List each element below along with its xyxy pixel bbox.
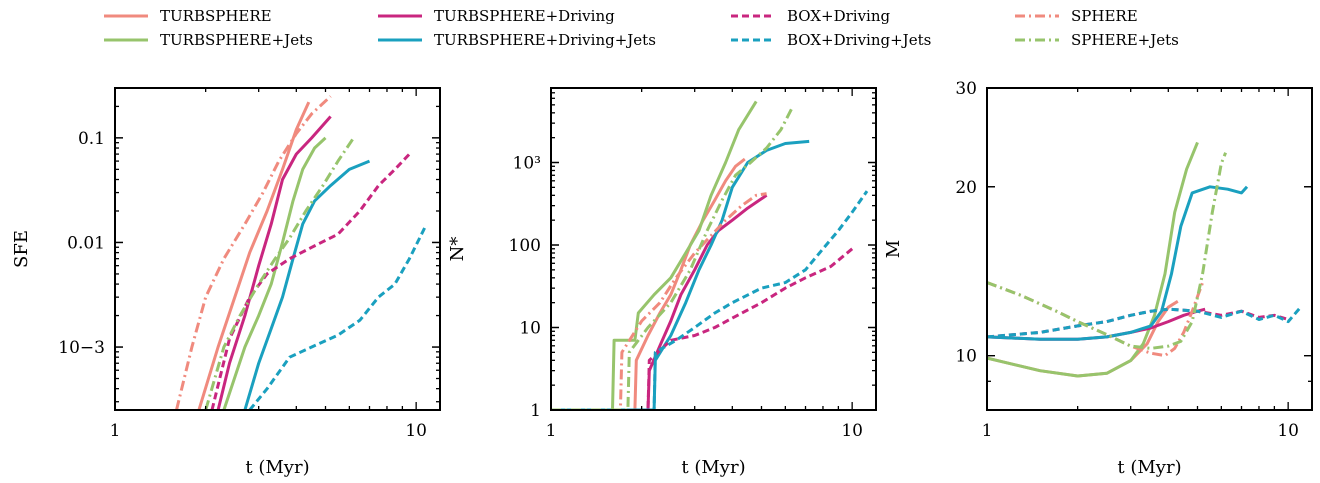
series-line-sphere-jets xyxy=(987,152,1227,350)
axes-frame xyxy=(986,87,1313,411)
series-line-turbsphere-driving xyxy=(987,307,1206,341)
x-tick-label: 1 xyxy=(546,421,557,441)
legend-label: TURBSPHERE+Jets xyxy=(160,31,313,49)
y-axis-label: M xyxy=(883,240,904,258)
y-tick-label: 10 xyxy=(519,319,541,339)
series-line-box-driving-jets xyxy=(248,226,427,410)
legend-label: SPHERE+Jets xyxy=(1071,31,1179,49)
legend: TURBSPHERE TURBSPHERE+Jets TURBSPHERE+Driv… xyxy=(104,7,1179,49)
series-line-sphere-jets xyxy=(204,137,355,410)
star-count-panel: 1 10 1 10 100 10³ t (Myr) N* xyxy=(447,87,877,478)
legend-label: SPHERE xyxy=(1071,7,1138,25)
legend-label: TURBSPHERE+Driving+Jets xyxy=(434,31,656,49)
legend-label: BOX+Driving xyxy=(787,7,891,25)
y-tick-label: 20 xyxy=(955,178,977,198)
y-tick-label: 0.01 xyxy=(67,233,105,253)
axes-frame xyxy=(550,87,877,411)
series-line-turbsphere-driving xyxy=(216,115,332,410)
series-line-turbsphere-driving-jets xyxy=(987,185,1249,341)
y-axis-label: SFE xyxy=(11,230,32,268)
x-tick-label: 1 xyxy=(982,421,993,441)
series-line-turbsphere-driving-jets xyxy=(551,139,810,410)
axes-frame xyxy=(114,87,441,411)
y-tick-label: 10 xyxy=(955,347,977,367)
series-line-box-driving xyxy=(551,247,854,410)
sfe-panel: 1 10 10−3 0.01 0.1 t (Myr) SFE xyxy=(11,87,441,478)
tick-marks xyxy=(986,87,1312,411)
plot-area xyxy=(987,141,1302,378)
y-tick-label: 30 xyxy=(955,79,977,99)
x-axis-label: t (Myr) xyxy=(1117,457,1181,478)
x-tick-label: 10 xyxy=(405,421,427,441)
series-line-turbsphere-jets xyxy=(551,100,758,410)
legend-label: TURBSPHERE xyxy=(160,7,272,25)
series-line-turbsphere-driving-jets xyxy=(243,159,371,410)
y-tick-label: 10−3 xyxy=(58,338,105,358)
mach-number-panel: 1 10 10 20 30 t (Myr) M xyxy=(883,79,1313,478)
y-tick-label: 0.1 xyxy=(78,129,105,149)
series-line-turbsphere-driving xyxy=(551,194,768,410)
series-line-turbsphere-jets xyxy=(987,141,1199,378)
series-line-box-driving-jets xyxy=(551,190,869,410)
y-tick-label: 10³ xyxy=(513,154,541,174)
series-line-sphere-jets xyxy=(551,107,794,410)
x-tick-label: 10 xyxy=(1277,421,1299,441)
series-line-turbsphere-jets xyxy=(222,136,327,410)
tick-marks xyxy=(550,87,876,411)
legend-label: TURBSPHERE+Driving xyxy=(434,7,615,25)
x-tick-label: 10 xyxy=(841,421,863,441)
series-line-box-driving xyxy=(210,153,411,410)
tick-marks xyxy=(114,88,440,410)
y-tick-label: 100 xyxy=(509,236,541,256)
plot-area xyxy=(551,100,869,410)
series-line-sphere xyxy=(551,192,767,410)
legend-label: BOX+Driving+Jets xyxy=(787,31,931,49)
y-tick-label: 1 xyxy=(530,401,541,421)
plot-area xyxy=(175,95,427,410)
series-line-box-driving-jets xyxy=(987,306,1302,339)
x-tick-label: 1 xyxy=(110,421,121,441)
x-axis-label: t (Myr) xyxy=(245,457,309,478)
y-axis-label: N* xyxy=(447,237,468,262)
x-axis-label: t (Myr) xyxy=(681,457,745,478)
